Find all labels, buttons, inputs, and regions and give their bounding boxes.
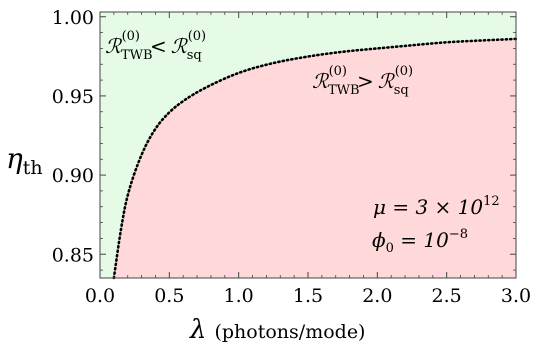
axes: 0.0 0.5 1.0 1.5 2.0 2.5 3.0 0.85 0.90 0.95 1.00 <box>52 7 531 307</box>
y-tick-label: 1.00 <box>52 7 94 29</box>
y-axis-title: ηth <box>6 142 43 179</box>
mu-annotation: μ = 3 × 1012 <box>373 194 500 219</box>
region-label-above: ℛTWB(0) > ℛsq(0) <box>312 64 413 98</box>
x-tick-label: 2.0 <box>362 285 392 307</box>
y-tick-label: 0.95 <box>52 86 94 108</box>
x-tick-label: 2.5 <box>432 285 462 307</box>
x-tick-label: 0.0 <box>85 285 115 307</box>
threshold-curve <box>112 37 518 280</box>
x-tick-label: 0.5 <box>154 285 184 307</box>
x-axis-title: λ (photons/mode) <box>189 315 365 345</box>
y-tick-label: 0.85 <box>52 244 94 266</box>
x-tick-label: 1.0 <box>224 285 254 307</box>
x-tick-label: 3.0 <box>501 285 531 307</box>
plot-area <box>100 12 518 280</box>
region-fill-above <box>113 38 516 278</box>
x-tick-label: 1.5 <box>293 285 323 307</box>
region-fill-below <box>100 12 516 278</box>
phi-annotation: ϕ0 = 10−8 <box>372 227 468 256</box>
region-label-below: ℛTWB(0) < ℛsq(0) <box>105 29 206 63</box>
y-tick-label: 0.90 <box>52 165 94 187</box>
